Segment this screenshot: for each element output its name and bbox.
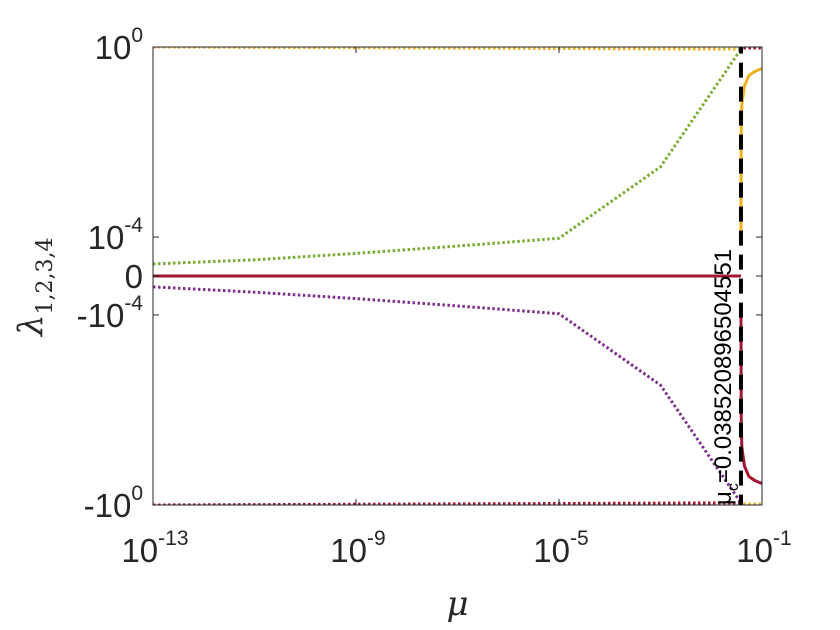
x-axis-label: μ <box>446 584 468 624</box>
y-tick-label-1: 100 <box>95 24 143 66</box>
ticks-layer: 10-13 10-9 10-5 10-1 100 10-40-10-4 -100 <box>77 24 792 569</box>
y-tick-label-3: 0 <box>125 258 143 295</box>
annotation-mu-symbol: μ <box>710 491 737 505</box>
series-line-red-solid-9 <box>739 307 762 485</box>
series-line-purple-dotted-4 <box>153 285 743 504</box>
series-line-green-dotted-2 <box>153 48 743 266</box>
y-axis-symbol: λ <box>11 314 51 338</box>
annotation-value: =0.038520896504551 <box>710 249 737 483</box>
y-axis-label: λ1,2,3,4 <box>11 237 58 338</box>
x-tick-label-4: 10-1 <box>736 527 791 569</box>
x-tick-label-3: 10-5 <box>533 527 588 569</box>
y-tick-label-4: -10-4 <box>77 292 144 334</box>
y-tick-label-2: 10-4 <box>88 214 144 256</box>
x-tick-label-1: 10-13 <box>121 527 188 569</box>
series-layer <box>153 47 762 505</box>
y-tick-label-5: -100 <box>84 482 143 524</box>
y-axis-subscript: 1,2,3,4 <box>33 237 58 314</box>
annotation-subscript: c <box>725 483 742 491</box>
x-tick-label-2: 10-9 <box>330 527 385 569</box>
critical-mu-annotation: μc=0.038520896504551 <box>710 249 742 505</box>
series-line-yellow-solid-8 <box>739 67 762 245</box>
